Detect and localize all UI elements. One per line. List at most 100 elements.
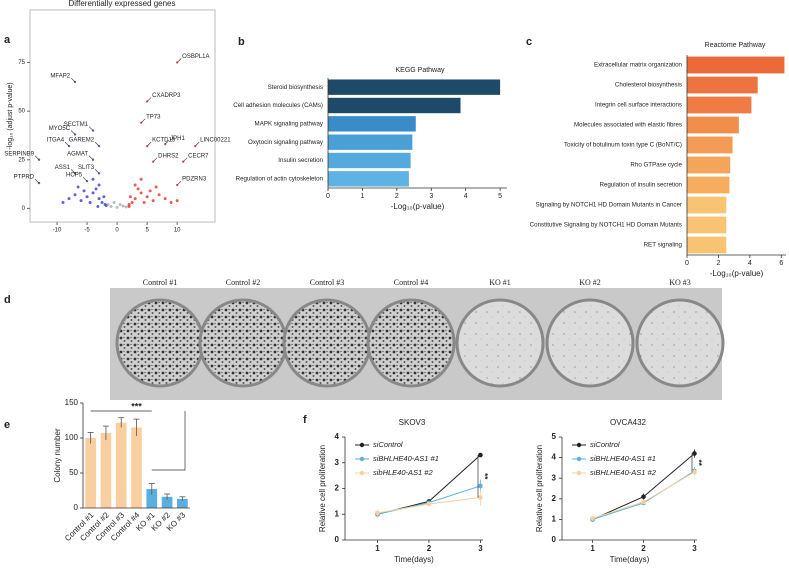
y-tick-label: 50: [18, 109, 25, 115]
point: [96, 204, 100, 208]
category-label: Cell adhesion molecules (CAMs): [233, 102, 323, 109]
bar: [687, 216, 727, 234]
x-tick-label: 0: [326, 193, 330, 200]
point: [115, 205, 119, 209]
bar: [177, 498, 188, 508]
y-tick-label: 2: [552, 494, 557, 503]
gene-label: OSBPL1A: [182, 54, 209, 60]
point: [106, 202, 110, 206]
point: [61, 201, 65, 205]
category-label: Integrin cell surface interactions: [595, 102, 682, 109]
point: [136, 187, 140, 191]
significance-label: ***: [131, 401, 142, 411]
y-tick-label: 3: [335, 458, 340, 467]
point: [88, 201, 92, 205]
gene-label: SLIT3: [78, 165, 95, 171]
gene-label: CECR7: [188, 153, 209, 159]
plate-label: KO #1: [489, 278, 511, 287]
point: [127, 204, 131, 208]
y-tick-label: 3: [552, 473, 557, 482]
legend-marker: [576, 456, 582, 462]
point: [118, 202, 122, 206]
bar: [687, 56, 785, 74]
panel-label: e: [4, 419, 10, 431]
gene-label: CXADRP3: [152, 93, 181, 99]
leader-line: [94, 169, 100, 174]
y-tick-label: 50: [69, 468, 78, 477]
point: [121, 204, 125, 208]
x-tick-label: 4: [464, 193, 468, 200]
point: [76, 185, 80, 189]
leader-line: [70, 169, 76, 174]
point: [139, 177, 143, 181]
x-axis-label: Time(days): [610, 555, 650, 564]
leader-line: [164, 139, 170, 145]
legend-label: siBHLHE40-AS1 #1: [373, 454, 439, 463]
gene-label: PTPRD: [14, 175, 35, 181]
category-label: Regulation of insulin secretion: [599, 182, 682, 189]
significance-bracket: [90, 410, 186, 471]
y-tick-label: 100: [65, 433, 79, 442]
x-axis-label: -Log₁₀(p-value): [710, 269, 764, 278]
point: [375, 510, 380, 515]
gene-label: AGMAT: [67, 151, 88, 157]
panel-label: d: [4, 294, 11, 306]
point: [133, 197, 137, 201]
plate: [545, 298, 635, 388]
y-axis-label: Relative cell proliferation: [535, 445, 544, 532]
leader-line: [194, 141, 200, 147]
category-label: Oxytocin signaling pathway: [248, 139, 324, 146]
gene-label: DHRS2: [158, 153, 179, 159]
gene-label: MYO5C: [49, 126, 71, 132]
bar: [328, 152, 411, 169]
point: [590, 516, 595, 521]
legend-marker: [359, 470, 365, 476]
bar: [328, 116, 416, 132]
bar: [687, 76, 758, 94]
point: [151, 199, 155, 203]
leader-line: [152, 157, 158, 162]
point: [100, 201, 104, 205]
point: [157, 193, 161, 197]
plate: [282, 298, 372, 388]
y-tick-label: 4: [552, 453, 557, 462]
chart-title: SKOV3: [399, 418, 426, 427]
point: [112, 201, 116, 205]
bar: [131, 427, 142, 508]
point: [128, 195, 132, 199]
y-tick-label: 5: [552, 432, 557, 441]
category-label: Regulation of actin cytoskeleton: [236, 175, 324, 182]
gene-label: PDZRN3: [182, 177, 207, 183]
point: [133, 183, 137, 187]
bar: [161, 496, 173, 508]
y-tick-label: 0: [74, 503, 79, 512]
leader-line: [88, 126, 94, 131]
plate: [635, 298, 725, 388]
leader-line: [176, 180, 182, 186]
plate: [366, 298, 456, 388]
gene-label: SERPINB9: [4, 151, 34, 157]
bar: [328, 134, 413, 150]
panel-label: c: [526, 36, 532, 48]
panel-label: f: [303, 414, 307, 426]
point: [426, 501, 431, 506]
x-tick-label: 5: [498, 193, 502, 200]
leader-line: [146, 97, 152, 102]
category-label: MAPK signaling pathway: [255, 120, 324, 127]
plate-label: Control #2: [226, 278, 260, 287]
leader-line: [82, 176, 88, 182]
x-tick-label: 1: [590, 544, 595, 553]
x-tick-label: 0: [115, 228, 119, 234]
point: [148, 189, 152, 193]
x-tick-label: 2: [641, 544, 646, 553]
category-label: Cholesterol biosynthesis: [615, 82, 682, 89]
bar: [328, 171, 409, 187]
gene-label: ASS1: [55, 165, 71, 171]
gene-label: JPH1: [170, 136, 185, 142]
point: [109, 204, 113, 208]
point: [641, 494, 646, 500]
y-axis-label: Colony number: [53, 428, 62, 483]
point: [478, 452, 483, 458]
point: [67, 197, 71, 201]
plot-frame: [29, 9, 216, 223]
